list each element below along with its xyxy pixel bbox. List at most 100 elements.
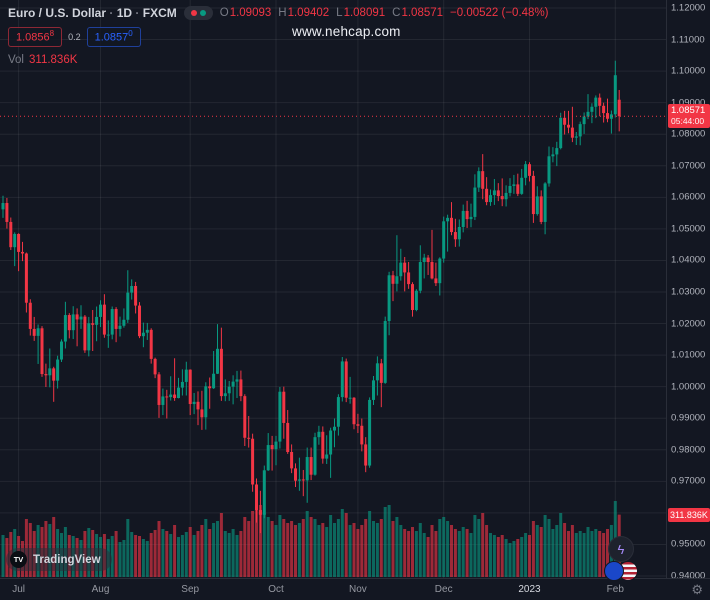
volume-bar — [531, 521, 535, 577]
candle-body — [395, 276, 399, 284]
volume-bar — [192, 535, 196, 577]
volume-bar — [528, 535, 531, 577]
separator: · — [109, 6, 114, 20]
volume-bar — [563, 523, 567, 577]
candle-body — [32, 328, 36, 336]
time-axis[interactable]: ⚙ Jul Aug Sep Oct Nov Dec 2023 Feb — [0, 578, 710, 600]
candle-body — [524, 164, 528, 178]
volume-bar — [290, 521, 294, 577]
ask-pip: 0 — [128, 29, 133, 38]
candle-body — [442, 221, 446, 259]
volume-bar — [169, 534, 173, 577]
volume-bar — [219, 513, 223, 577]
volume-bar — [453, 529, 457, 577]
candle-body — [570, 127, 574, 138]
source-toggle-button[interactable] — [183, 6, 213, 20]
candle-body — [110, 309, 114, 335]
spread-value: 0.2 — [68, 31, 81, 42]
candle-body — [567, 124, 570, 128]
candle-body — [262, 470, 266, 515]
volume-bar — [469, 533, 473, 577]
candle-body — [153, 358, 157, 375]
candlestick-chart[interactable] — [0, 0, 666, 578]
gear-icon[interactable]: ⚙ — [691, 582, 703, 597]
volume-bar — [247, 521, 251, 577]
candle-body — [24, 253, 28, 303]
volume-bar — [512, 541, 516, 577]
volume-bar — [262, 513, 266, 577]
candle-body — [149, 329, 153, 359]
volume-bar — [590, 531, 594, 577]
candle-body — [28, 302, 32, 329]
candle-body — [134, 286, 138, 306]
volume-bar — [348, 525, 352, 577]
site-watermark: www.nehcap.com — [292, 24, 401, 39]
tradingview-logo-badge[interactable]: TV TradingView — [6, 548, 112, 571]
candle-body — [418, 262, 422, 291]
candle-body — [313, 437, 317, 475]
volume-bar — [598, 531, 602, 577]
candle-body — [118, 325, 122, 329]
price-axis-label: 1.07000 — [671, 160, 706, 172]
volume-bar — [216, 521, 219, 577]
volume-bar — [336, 519, 340, 577]
boost-button[interactable]: ϟ — [608, 536, 634, 562]
volume-bar — [122, 540, 126, 577]
candle-body — [422, 257, 426, 263]
sell-price-button[interactable]: 1.08568 — [8, 27, 63, 47]
candle-body — [130, 286, 134, 293]
candle-body — [71, 314, 75, 331]
volume-bar — [231, 529, 235, 577]
volume-bar — [496, 537, 500, 577]
candle-body — [360, 425, 364, 445]
volume-bar — [188, 527, 192, 577]
volume-bar — [141, 539, 145, 577]
volume-bar — [524, 533, 528, 577]
volume-bar — [602, 533, 606, 577]
instrument-flags-button[interactable] — [604, 561, 638, 581]
exchange-label: FXCM — [142, 6, 177, 20]
open-label: O — [219, 7, 229, 19]
volume-bar — [333, 523, 336, 577]
candle-body — [414, 290, 418, 310]
candle-body — [348, 397, 352, 399]
tradingview-logo-icon: TV — [10, 551, 27, 568]
candle-body — [453, 232, 457, 240]
volume-bar — [118, 542, 122, 577]
candle-body — [9, 221, 13, 248]
candle-body — [547, 156, 551, 184]
candle-body — [329, 430, 333, 455]
volume-bar — [239, 531, 243, 577]
volume-bar — [570, 525, 574, 577]
chart-pane[interactable]: Euro / U.S. Dollar · 1D · FXCM O 1.09093 … — [0, 0, 666, 581]
volume-bar — [149, 533, 153, 577]
candle-body — [40, 328, 44, 375]
volume-bar — [434, 531, 438, 577]
candle-body — [188, 369, 192, 405]
volume-bar — [134, 535, 138, 577]
candle-body — [83, 316, 87, 351]
candle-body — [375, 363, 379, 381]
buy-price-button[interactable]: 1.08570 — [86, 27, 141, 47]
price-axis[interactable]: 1.08571 05:44:00 311.836K 1.12000 1.11000… — [666, 0, 710, 582]
high-value: 1.09402 — [287, 7, 330, 19]
volume-bar — [430, 525, 434, 577]
price-axis-label: 0.95000 — [671, 538, 706, 550]
candle-body — [161, 396, 165, 405]
volume-bar — [535, 525, 539, 577]
volume-bar — [457, 531, 461, 577]
candle-body — [5, 203, 9, 222]
candle-body — [325, 454, 329, 459]
candle-body — [457, 226, 461, 240]
volume-bar — [414, 531, 418, 577]
candle-body — [489, 195, 492, 203]
volume-bar — [547, 519, 551, 577]
candle-body — [598, 97, 602, 106]
volume-bar — [364, 519, 368, 577]
candle-body — [485, 188, 489, 203]
volume-bar — [543, 515, 547, 577]
candle-body — [301, 479, 305, 481]
volume-indicator-legend[interactable]: Vol 311.836K — [8, 54, 549, 66]
symbol-title[interactable]: Euro / U.S. Dollar · 1D · FXCM — [8, 6, 177, 20]
